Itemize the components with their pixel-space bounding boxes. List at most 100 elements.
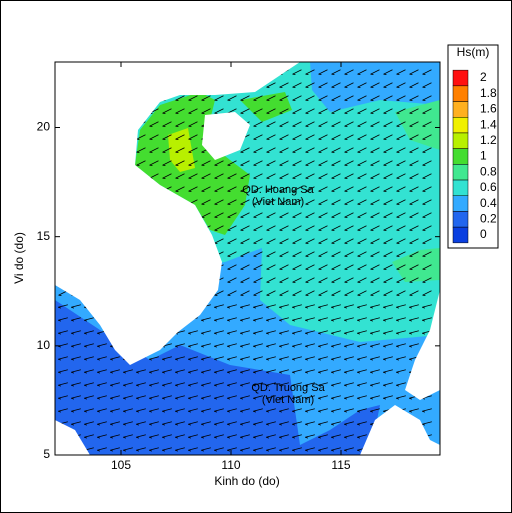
arrow <box>409 343 419 348</box>
arrow <box>84 343 94 348</box>
arrow <box>279 238 289 244</box>
arrow <box>214 434 224 439</box>
arrow <box>383 108 393 114</box>
arrow <box>305 251 315 257</box>
arrow <box>305 69 315 75</box>
arrow <box>305 199 315 205</box>
arrow <box>318 95 328 101</box>
arrow <box>370 264 380 270</box>
arrow <box>318 369 328 374</box>
arrow <box>188 434 198 439</box>
arrow <box>370 121 380 127</box>
arrow <box>123 395 133 400</box>
arrow <box>266 108 276 114</box>
arrow <box>331 421 341 426</box>
arrow <box>266 225 276 231</box>
arrow <box>123 421 133 426</box>
arrow <box>227 369 237 374</box>
arrow <box>331 434 341 439</box>
arrow <box>331 108 341 114</box>
arrow <box>240 251 250 257</box>
arrow <box>71 421 81 426</box>
arrow <box>318 199 328 205</box>
arrow <box>162 382 172 387</box>
arrow <box>344 147 354 153</box>
arrow <box>240 343 250 348</box>
arrow <box>227 356 237 361</box>
arrow <box>279 395 289 400</box>
arrow <box>318 173 328 179</box>
arrow <box>253 108 263 114</box>
arrow <box>175 173 185 179</box>
arrow <box>305 421 315 426</box>
arrow <box>292 330 302 335</box>
colorbar-swatch <box>452 211 469 228</box>
arrow <box>409 69 419 75</box>
arrow <box>331 134 341 140</box>
arrow <box>422 69 432 75</box>
arrow <box>110 421 120 426</box>
land <box>55 62 440 455</box>
arrow <box>240 108 250 114</box>
arrow <box>344 225 354 231</box>
arrow <box>409 199 419 205</box>
arrow <box>357 160 367 166</box>
arrow <box>357 264 367 270</box>
arrow <box>383 225 393 231</box>
arrow <box>383 330 393 335</box>
contour-region <box>240 92 292 122</box>
arrow <box>305 434 315 439</box>
arrow <box>409 330 419 335</box>
colorbar-label: 1.8 <box>480 86 497 100</box>
arrow <box>292 369 302 374</box>
arrow <box>240 199 250 205</box>
arrow <box>253 147 263 153</box>
arrow <box>162 108 172 114</box>
arrow <box>201 369 211 374</box>
arrow <box>253 330 263 335</box>
arrow <box>188 173 198 179</box>
arrow <box>292 121 302 127</box>
arrow <box>240 330 250 335</box>
arrow <box>292 173 302 179</box>
arrow <box>318 382 328 387</box>
arrow <box>370 134 380 140</box>
arrow <box>58 395 68 400</box>
arrow <box>305 356 315 361</box>
arrow <box>175 186 185 192</box>
arrow <box>253 304 263 309</box>
arrow <box>370 290 380 296</box>
arrow <box>344 408 354 413</box>
arrow <box>318 108 328 114</box>
arrow <box>409 290 419 296</box>
arrow <box>331 369 341 374</box>
arrow <box>292 82 302 88</box>
arrow <box>240 369 250 374</box>
arrow <box>396 212 406 218</box>
arrow <box>149 369 159 374</box>
arrow <box>266 95 276 101</box>
arrow <box>422 264 432 270</box>
arrow <box>370 277 380 283</box>
colorbar-label: 1.2 <box>480 133 497 147</box>
arrow <box>331 304 341 309</box>
arrow <box>344 304 354 309</box>
arrow <box>344 95 354 101</box>
arrow <box>370 238 380 244</box>
arrow <box>175 160 185 166</box>
arrow <box>318 290 328 296</box>
arrow <box>344 121 354 127</box>
arrow <box>253 251 263 257</box>
arrow <box>240 290 250 296</box>
arrow <box>422 147 432 153</box>
plot-frame <box>54 61 441 456</box>
arrow <box>58 369 68 374</box>
arrow <box>253 121 263 127</box>
arrow <box>253 264 263 270</box>
arrow <box>175 95 185 101</box>
arrow <box>383 251 393 257</box>
arrow <box>279 160 289 166</box>
arrow <box>357 330 367 335</box>
arrow <box>188 134 198 140</box>
contour-region <box>55 300 380 455</box>
